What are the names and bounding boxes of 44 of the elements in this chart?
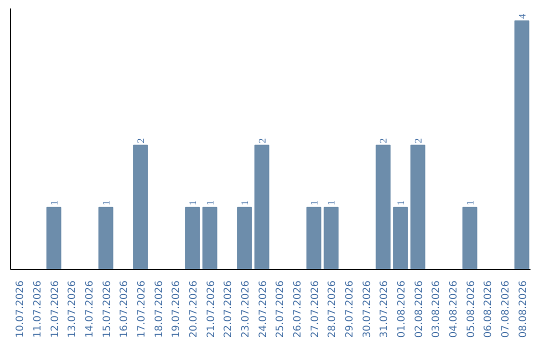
x-tick-label: 30.07.2026	[362, 280, 373, 338]
x-tick-label: 11.07.2026	[32, 280, 44, 338]
x-tick-label: 12.07.2026	[50, 280, 61, 338]
data-label: 1	[465, 200, 476, 206]
data-label: 1	[326, 200, 338, 206]
data-label: 2	[136, 138, 147, 144]
x-tick-label: 29.07.2026	[344, 280, 356, 338]
x-tick-label: 02.08.2026	[414, 280, 425, 338]
x-tick-label: 28.07.2026	[327, 280, 338, 338]
data-label: 1	[240, 200, 251, 206]
x-tick-label: 03.08.2026	[431, 280, 442, 338]
x-tick-label: 05.08.2026	[466, 280, 477, 338]
x-tick-label: 07.08.2026	[500, 280, 512, 338]
data-label: 1	[101, 200, 112, 206]
x-tick-label: 24.07.2026	[258, 280, 269, 338]
data-label: 4	[517, 14, 528, 19]
x-tick-label: 18.07.2026	[154, 280, 165, 338]
data-label: 1	[188, 200, 199, 206]
x-tick-label: 31.07.2026	[379, 280, 390, 338]
data-label: 2	[257, 138, 268, 144]
data-label: 1	[396, 200, 407, 206]
x-tick-label: 10.07.2026	[15, 280, 26, 338]
x-tick-label: 08.08.2026	[518, 280, 529, 338]
x-tick-label: 14.07.2026	[84, 280, 96, 338]
data-label: 2	[378, 138, 390, 144]
x-tick-label: 17.07.2026	[136, 280, 148, 338]
data-label: 1	[49, 200, 60, 206]
x-tick-label: 06.08.2026	[483, 280, 494, 338]
x-tick-label: 01.08.2026	[396, 280, 408, 338]
x-tick-label: 04.08.2026	[448, 280, 460, 338]
x-tick-label: 15.07.2026	[102, 280, 113, 338]
x-tick-label: 20.07.2026	[188, 280, 200, 338]
x-tick-label: 25.07.2026	[275, 280, 286, 338]
data-label: 1	[205, 200, 216, 206]
x-tick-label: 26.07.2026	[292, 280, 304, 338]
x-tick-label: 16.07.2026	[119, 280, 130, 338]
x-tick-label: 21.07.2026	[206, 280, 217, 338]
x-tick-label: 13.07.2026	[67, 280, 78, 338]
x-tick-label: 22.07.2026	[223, 280, 234, 338]
x-tick-label: 23.07.2026	[240, 280, 252, 338]
x-tick-label: 19.07.2026	[171, 280, 182, 338]
x-tick-label: 27.07.2026	[310, 280, 321, 338]
data-label: 2	[413, 138, 424, 144]
data-label: 1	[309, 200, 320, 206]
